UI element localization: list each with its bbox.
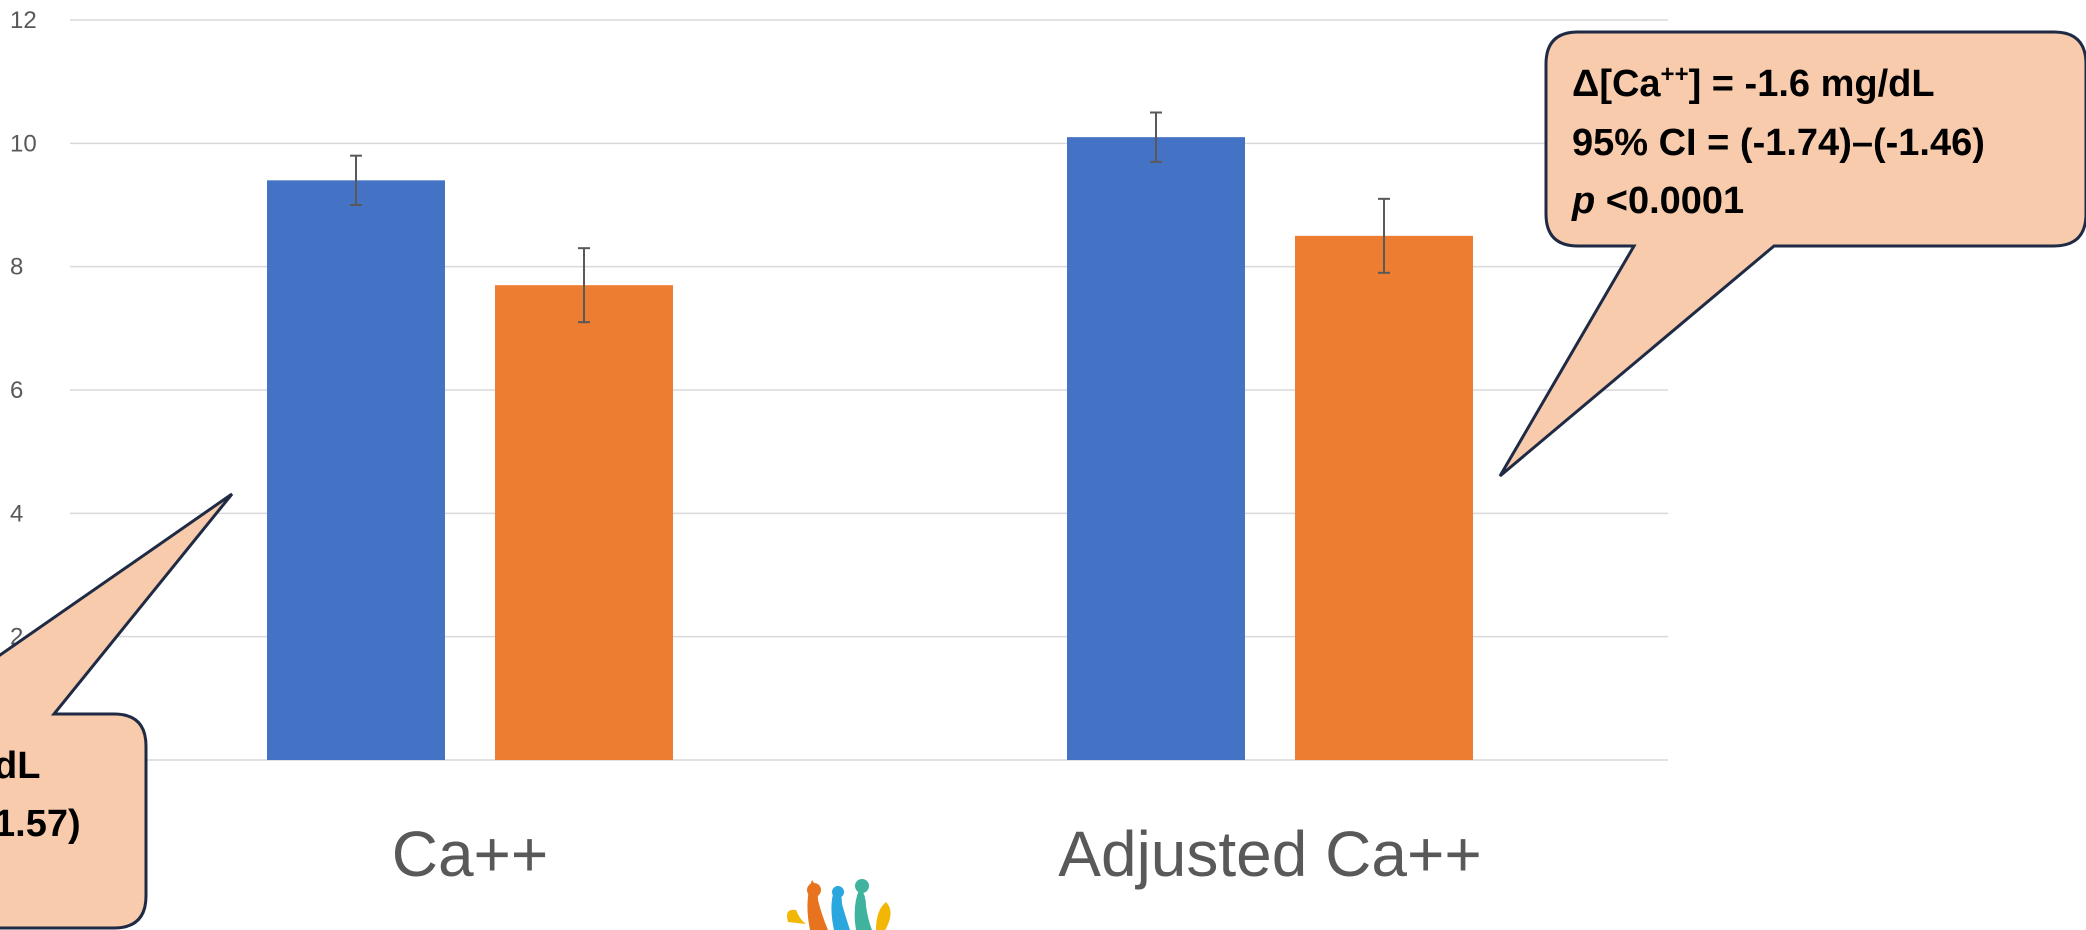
category-labels: Ca++ Adjusted Ca++ (392, 818, 1482, 890)
error-bar-2-2 (1378, 197, 1390, 274)
right-callout-shape (1498, 30, 2086, 478)
bar-2-2 (1295, 235, 1473, 761)
right-callout-line-3: p <0.0001 (1571, 180, 1744, 222)
category-label: Ca++ (392, 818, 549, 890)
y-tick-label: 8 (10, 254, 23, 281)
bar-1-2 (495, 285, 673, 760)
bar-2-1 (1067, 137, 1245, 760)
left-callout-shape (0, 492, 234, 930)
y-tick-label: 12 (10, 7, 37, 34)
left-callout-line-1: dL (0, 745, 40, 787)
error-bar-1-2 (578, 247, 590, 324)
right-callout-line-2: 95% CI = (-1.74)–(-1.46) (1572, 122, 1985, 164)
error-bars (350, 111, 1390, 324)
bars (267, 137, 1473, 761)
right-callout-line-1: Δ[Ca++] = -1.6 mg/dL (1572, 61, 1935, 105)
people-logo-icon (787, 879, 891, 930)
error-bar-1-1 (350, 154, 362, 206)
y-tick-label: 10 (10, 130, 37, 157)
y-tick-label: 4 (10, 500, 23, 527)
category-label: Adjusted Ca++ (1058, 818, 1481, 890)
left-callout-line-2: 1.57) (0, 803, 81, 845)
error-bar-2-1 (1150, 111, 1162, 163)
right-callout: Δ[Ca++] = -1.6 mg/dL 95% CI = (-1.74)–(-… (1498, 30, 2086, 478)
left-callout: dL 1.57) (0, 492, 234, 930)
y-tick-label: 6 (10, 377, 23, 404)
bar-1-1 (267, 180, 445, 761)
